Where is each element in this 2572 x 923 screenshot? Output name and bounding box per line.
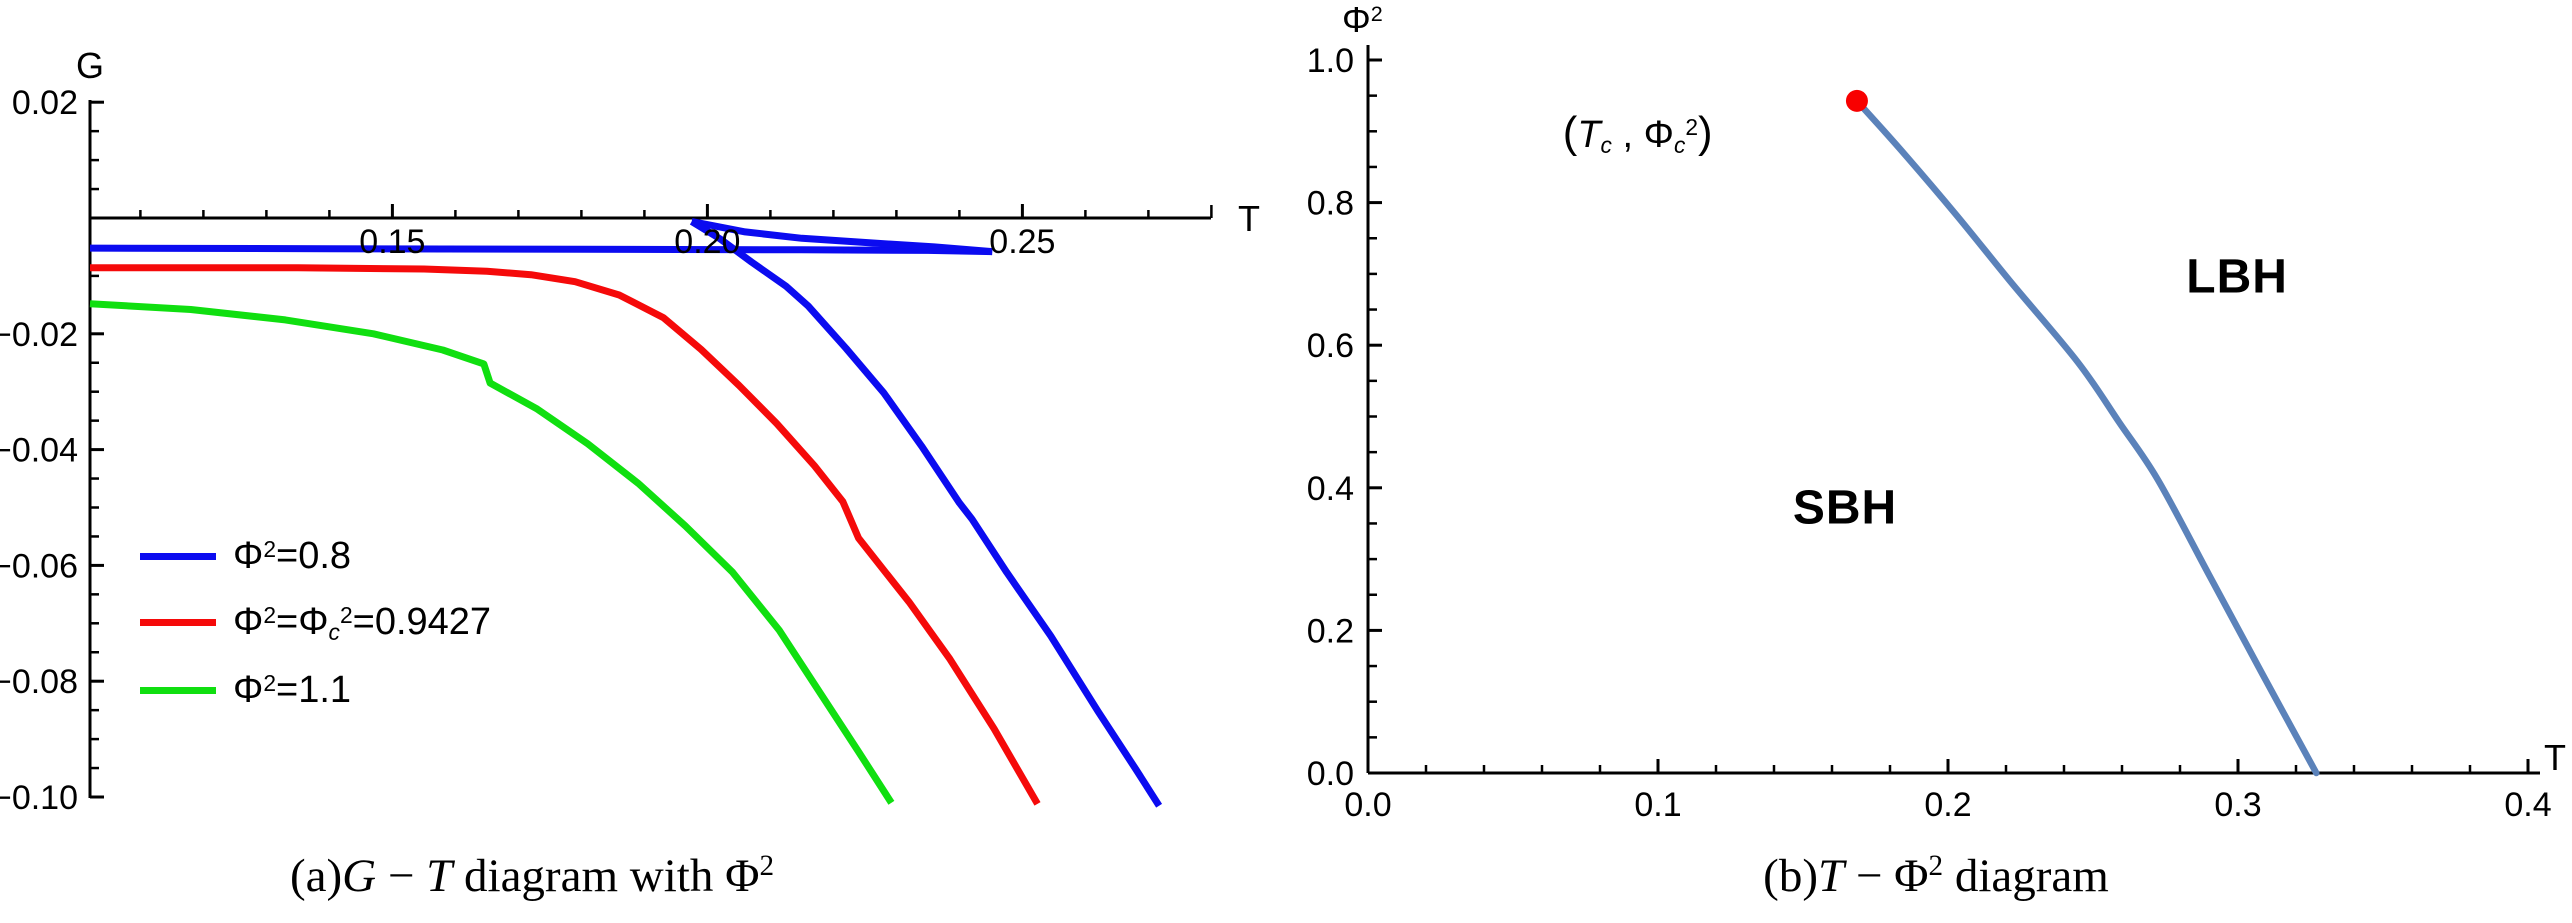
legend-label-fragment: Φ <box>233 601 264 643</box>
caption-fragment: 2 <box>759 849 774 882</box>
critical-point-marker <box>1845 89 1868 112</box>
x-tick-label: 0.15 <box>359 223 425 261</box>
phi-symbol: Φ <box>1342 0 1371 40</box>
annotation-fragment: T <box>1577 113 1601 156</box>
legend-swatch <box>140 552 216 560</box>
x-tick-label: 0.1 <box>1634 786 1681 824</box>
caption-fragment: − <box>376 850 427 902</box>
legend-label-fragment: c <box>328 619 340 646</box>
curve-series-1 <box>90 264 1041 806</box>
y-tick-label: 0.0 <box>1307 755 1354 793</box>
annotation-fragment: ) <box>1698 107 1713 157</box>
legend-item-3: Φ2=1.1 <box>140 670 351 710</box>
caption-fragment: − <box>1844 850 1895 902</box>
y-tick-label: −0.08 <box>0 663 78 701</box>
legend-swatch <box>140 686 216 694</box>
y-tick-label: −0.04 <box>0 432 78 470</box>
legend-label-fragment: =Φ <box>276 601 329 643</box>
region-label-sbh: SBH <box>1792 481 1898 535</box>
y-tick-label: 0.6 <box>1307 327 1354 365</box>
y-tick-label: −0.10 <box>0 779 78 817</box>
caption-fragment: T <box>426 850 453 902</box>
annotation-fragment: 2 <box>1685 114 1699 141</box>
critical-point-annotation: (Tc , Φc2) <box>1563 108 1713 158</box>
phi-exponent: 2 <box>1370 1 1383 27</box>
legend-label: Φ2=1.1 <box>233 671 351 709</box>
annotation-fragment: ( <box>1562 107 1578 157</box>
legend-label-fragment: 2 <box>263 601 277 628</box>
caption-fragment: Φ <box>1894 850 1929 902</box>
caption-fragment: T <box>1817 850 1845 902</box>
legend-label: Φ2=Φc2=0.9427 <box>233 601 492 644</box>
y-tick-label: −0.02 <box>0 316 78 354</box>
y-tick-label: 1.0 <box>1307 42 1354 80</box>
legend-label-fragment: Φ <box>233 669 264 711</box>
y-tick-label: 0.4 <box>1307 470 1354 508</box>
x-tick-label: 0.2 <box>1924 786 1971 824</box>
legend-label-fragment: Φ <box>233 535 264 577</box>
curve-series-0 <box>89 244 993 256</box>
legend-label: Φ2=0.8 <box>233 537 351 575</box>
caption-fragment: (a) <box>289 850 343 902</box>
caption-fragment: G <box>342 850 377 902</box>
curve-series-2 <box>89 300 895 805</box>
y-axis-label-g: G <box>76 45 105 86</box>
region-label-lbh: LBH <box>2186 250 2288 304</box>
gt-diagram-plot: 0.15 0.20 0.25 0.02 −0.02 −0.04 −0.06 −0.08 −0.1… <box>0 84 1213 817</box>
annotation-fragment: Φ <box>1643 113 1674 156</box>
caption-b: (b)T − Φ2 diagram <box>1536 849 2336 903</box>
legend-item-1: Φ2=0.8 <box>140 536 351 576</box>
annotation-fragment: c <box>1673 132 1686 159</box>
y-tick-label: 0.02 <box>12 84 78 122</box>
annotation-fragment: c <box>1600 132 1612 159</box>
y-axis-label-phi2: Φ2 <box>1342 2 1383 38</box>
x-axis-label-t-b: T <box>2544 737 2566 778</box>
x-axis-label-t-a: T <box>1238 198 1260 239</box>
legend-swatch <box>140 618 216 626</box>
annotation-fragment: , <box>1611 113 1644 156</box>
legend-label-fragment: 2 <box>263 535 277 562</box>
legend-label-fragment: 2 <box>339 601 353 628</box>
y-tick-label: 0.2 <box>1307 612 1354 650</box>
caption-a: (a)G − T diagram with Φ2 <box>132 849 932 903</box>
x-tick-label: 0.0 <box>1344 786 1391 824</box>
y-tick-label: 0.8 <box>1307 185 1354 223</box>
legend-item-2: Φ2=Φc2=0.9427 <box>140 601 492 644</box>
x-tick-label: 0.20 <box>674 223 740 261</box>
phase-diagram-plot: 0.0 0.1 0.2 0.3 0.4 0.0 0.2 0.4 0.6 0.8 1.0 <box>1307 42 2552 824</box>
caption-fragment: 2 <box>1928 849 1944 882</box>
legend-label-fragment: =0.9427 <box>352 601 492 643</box>
x-tick-label: 0.25 <box>989 223 1055 261</box>
caption-fragment: diagram <box>1943 850 2109 902</box>
legend-label-fragment: 2 <box>263 669 277 696</box>
caption-fragment: Φ <box>725 850 760 902</box>
caption-fragment: (b) <box>1763 850 1818 902</box>
curve-series-0 <box>691 218 993 256</box>
x-tick-label: 0.3 <box>2214 786 2261 824</box>
y-tick-label: −0.06 <box>0 547 78 585</box>
caption-fragment: diagram with <box>452 850 726 902</box>
coexistence-curve <box>1853 97 2320 777</box>
legend-label-fragment: =1.1 <box>276 669 352 711</box>
legend-label-fragment: =0.8 <box>276 535 352 577</box>
curve-series-0 <box>689 218 1163 808</box>
x-tick-label: 0.4 <box>2504 786 2551 824</box>
